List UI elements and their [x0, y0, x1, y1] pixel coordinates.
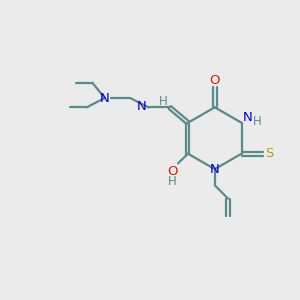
- Text: H: H: [254, 115, 262, 128]
- Text: H: H: [159, 95, 168, 108]
- Text: S: S: [265, 147, 273, 160]
- Text: N: N: [243, 111, 253, 124]
- Text: O: O: [209, 74, 220, 87]
- Text: N: N: [137, 100, 147, 113]
- Text: N: N: [210, 163, 220, 176]
- Text: O: O: [167, 165, 178, 178]
- Text: H: H: [168, 175, 177, 188]
- Text: N: N: [100, 92, 110, 104]
